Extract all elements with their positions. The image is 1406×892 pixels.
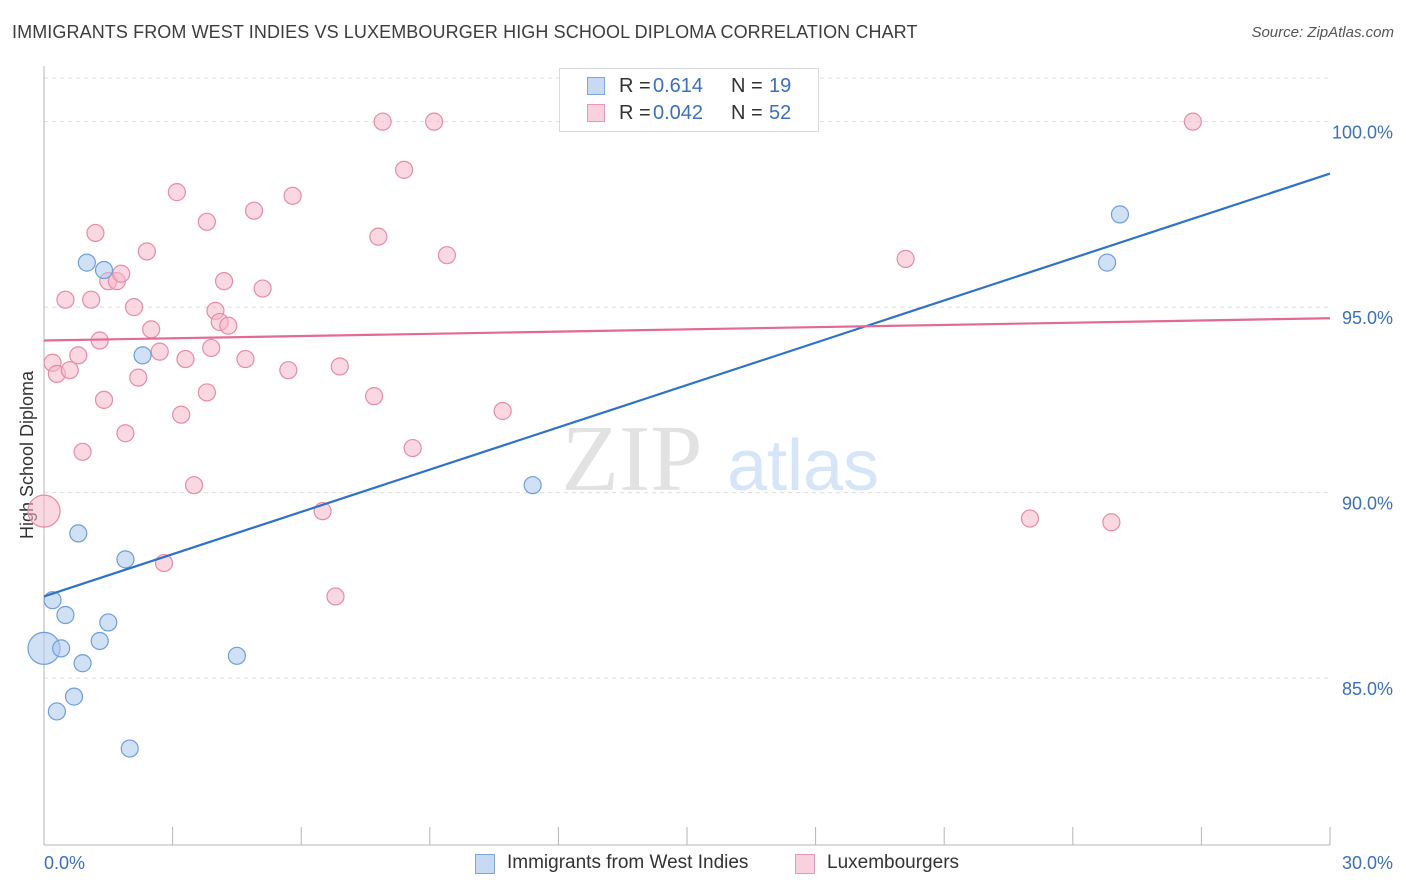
y-tick-labels: 85.0% 90.0% 95.0% 100.0% bbox=[1332, 123, 1393, 699]
y-tick-label: 85.0% bbox=[1342, 679, 1393, 699]
luxembourger-point bbox=[330, 357, 349, 376]
luxembourger-point bbox=[116, 424, 135, 443]
x-ticks bbox=[43, 827, 1331, 845]
west-indies-point bbox=[64, 687, 84, 706]
grid-lines bbox=[44, 77, 1330, 679]
luxembourger-point bbox=[56, 290, 75, 309]
y-tick-label: 90.0% bbox=[1342, 494, 1393, 514]
luxembourger-point bbox=[172, 405, 191, 424]
luxembourger-point bbox=[124, 298, 144, 317]
y-tick-label: 100.0% bbox=[1332, 123, 1393, 143]
luxembourger-point bbox=[197, 212, 216, 231]
luxembourger-point bbox=[364, 387, 384, 406]
luxembourger-point bbox=[112, 264, 131, 283]
luxembourgers-points bbox=[27, 112, 1202, 606]
west-indies-point bbox=[47, 702, 66, 721]
y-tick-label: 95.0% bbox=[1342, 308, 1393, 328]
luxembourger-point bbox=[176, 349, 195, 369]
luxembourger-point bbox=[82, 290, 101, 309]
watermark-zip: ZIP bbox=[562, 407, 703, 511]
luxembourger-point bbox=[1102, 513, 1121, 532]
trend-line bbox=[43, 172, 1331, 598]
series-label-west-indies: Immigrants from West Indies bbox=[507, 852, 749, 873]
luxembourger-point bbox=[214, 272, 234, 291]
luxembourger-point bbox=[373, 112, 392, 131]
luxembourger-point bbox=[283, 186, 302, 205]
west-indies-point bbox=[56, 605, 75, 625]
legend-r-value: 0.614 bbox=[653, 75, 704, 97]
west-indies-point bbox=[90, 631, 109, 651]
luxembourger-point bbox=[403, 438, 422, 458]
watermark-atlas: atlas bbox=[727, 426, 879, 506]
west-indies-point bbox=[133, 346, 152, 365]
luxembourger-point bbox=[424, 112, 444, 131]
luxembourger-point bbox=[202, 338, 221, 358]
luxembourger-point bbox=[1183, 112, 1202, 131]
series-swatch-west-indies bbox=[475, 854, 495, 874]
west-indies-point bbox=[77, 253, 96, 272]
x-tick-label-max: 30.0% bbox=[1342, 853, 1393, 873]
luxembourger-point bbox=[137, 242, 156, 261]
series-swatch-luxembourgers bbox=[795, 854, 815, 874]
west-indies-point bbox=[227, 646, 246, 665]
luxembourger-point bbox=[236, 349, 255, 369]
west-indies-point bbox=[69, 524, 88, 543]
luxembourger-point bbox=[896, 249, 915, 268]
luxembourger-point bbox=[437, 246, 457, 265]
source-label: Source: ZipAtlas.com bbox=[1251, 24, 1394, 41]
luxembourger-point bbox=[60, 361, 79, 380]
luxembourger-point bbox=[369, 227, 388, 246]
west-indies-point bbox=[116, 550, 135, 569]
luxembourger-point bbox=[1020, 509, 1040, 528]
luxembourger-point bbox=[142, 320, 161, 339]
west-indies-point bbox=[523, 476, 542, 495]
luxembourger-point bbox=[129, 368, 148, 387]
legend-n-value: 19 bbox=[769, 75, 792, 97]
luxembourger-point bbox=[394, 160, 414, 179]
trend-line bbox=[43, 317, 1331, 342]
west-indies-points bbox=[27, 205, 1130, 758]
legend-r-label: R = bbox=[619, 102, 651, 124]
watermark: ZIP atlas bbox=[562, 407, 880, 511]
x-tick-label-min: 0.0% bbox=[44, 853, 85, 873]
luxembourger-point bbox=[326, 587, 345, 606]
legend-swatch-west-indies bbox=[587, 77, 605, 95]
west-indies-point bbox=[52, 639, 71, 658]
x-tick-labels: 0.0% 30.0% bbox=[44, 853, 1393, 873]
luxembourger-point bbox=[27, 494, 61, 528]
legend-r-label: R = bbox=[619, 75, 651, 97]
west-indies-point bbox=[1097, 253, 1117, 272]
luxembourger-point bbox=[253, 279, 272, 298]
series-label-luxembourgers: Luxembourgers bbox=[827, 852, 960, 873]
luxembourger-point bbox=[150, 342, 169, 361]
luxembourger-point bbox=[73, 442, 92, 461]
stats-legend: R = 0.614 N = 19 R = 0.042 N = 52 bbox=[559, 68, 819, 132]
luxembourger-point bbox=[279, 361, 298, 380]
luxembourger-point bbox=[184, 476, 204, 495]
y-axis-label: High School Diploma bbox=[17, 370, 37, 539]
west-indies-point bbox=[73, 654, 92, 673]
luxembourger-point bbox=[86, 223, 105, 243]
west-indies-point bbox=[99, 613, 118, 632]
legend-n-label: N = bbox=[731, 75, 763, 97]
west-indies-point bbox=[120, 739, 139, 758]
luxembourger-point bbox=[244, 201, 264, 220]
west-indies-point bbox=[94, 260, 114, 280]
luxembourger-point bbox=[219, 316, 238, 335]
chart-title: IMMIGRANTS FROM WEST INDIES VS LUXEMBOUR… bbox=[12, 22, 918, 42]
luxembourger-point bbox=[94, 390, 114, 409]
luxembourger-point bbox=[493, 401, 512, 421]
legend-n-value: 52 bbox=[769, 102, 792, 124]
legend-n-label: N = bbox=[731, 102, 763, 124]
west-indies-point bbox=[1110, 205, 1130, 224]
trend-lines bbox=[43, 172, 1331, 598]
legend-swatch-luxembourgers bbox=[587, 104, 605, 122]
legend-r-value: 0.042 bbox=[653, 102, 704, 124]
luxembourger-point bbox=[167, 183, 186, 202]
luxembourger-point bbox=[197, 383, 216, 402]
luxembourger-point bbox=[69, 346, 88, 365]
